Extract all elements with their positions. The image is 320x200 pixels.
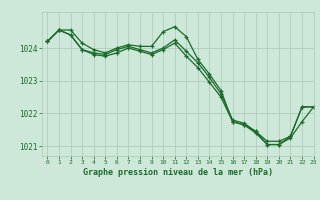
X-axis label: Graphe pression niveau de la mer (hPa): Graphe pression niveau de la mer (hPa) (83, 168, 273, 177)
